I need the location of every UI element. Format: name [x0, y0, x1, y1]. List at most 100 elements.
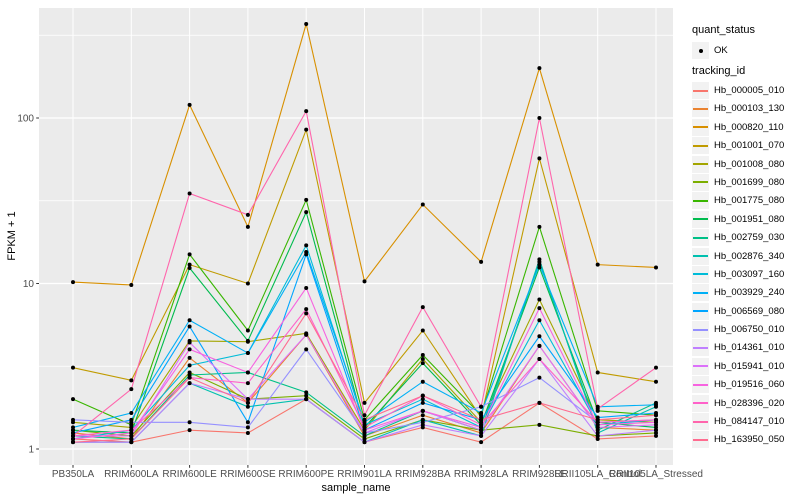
- line-swatch: [693, 163, 708, 166]
- data-point: [187, 428, 192, 433]
- data-point: [479, 417, 484, 422]
- data-point: [420, 352, 425, 357]
- line-swatch-key: [692, 173, 709, 191]
- line-swatch-key: [692, 210, 709, 228]
- data-point: [129, 282, 134, 287]
- line-swatch: [693, 291, 708, 294]
- data-point: [595, 433, 600, 438]
- data-point: [71, 440, 75, 445]
- data-point: [537, 66, 542, 71]
- data-point: [595, 436, 600, 441]
- data-point: [595, 417, 600, 422]
- legend-entry-Hb_001008_080: Hb_001008_080: [692, 155, 784, 173]
- data-point: [654, 379, 658, 384]
- data-point: [304, 210, 309, 215]
- tracking-legend-entries: Hb_000005_010 Hb_000103_130 Hb_000820_110 H…: [692, 82, 785, 449]
- data-point: [71, 280, 75, 285]
- data-point: [187, 375, 192, 380]
- point-icon: [698, 48, 703, 53]
- x-tick-label: RRIM901LA: [337, 469, 392, 480]
- data-point: [362, 400, 367, 405]
- data-point: [304, 311, 309, 316]
- x-tick-label: RRII105LA_Control: [554, 469, 641, 480]
- data-point: [187, 102, 192, 107]
- ok-point-key: [692, 42, 709, 59]
- data-point: [71, 397, 75, 402]
- data-point: [362, 440, 367, 445]
- legend-entry-Hb_019516_060: Hb_019516_060: [692, 376, 784, 394]
- line-swatch-key: [692, 118, 709, 136]
- line-swatch: [693, 383, 708, 386]
- data-point: [187, 340, 192, 345]
- line-swatch-key: [692, 321, 709, 339]
- line-swatch-key: [692, 413, 709, 431]
- data-point: [362, 413, 367, 418]
- data-point: [362, 430, 367, 435]
- line-swatch: [693, 328, 708, 331]
- data-point: [362, 279, 367, 284]
- data-point: [537, 306, 542, 311]
- data-point: [129, 428, 134, 433]
- legend-label: Hb_014361_010: [714, 342, 785, 354]
- data-point: [245, 400, 250, 405]
- data-point: [479, 411, 484, 416]
- data-point: [245, 397, 250, 402]
- x-tick-label: RRIM600SE: [220, 469, 276, 480]
- line-swatch: [693, 181, 708, 184]
- data-point: [245, 425, 250, 430]
- data-point: [537, 375, 542, 380]
- data-point: [187, 420, 192, 425]
- line-swatch-key: [692, 431, 709, 449]
- data-point: [187, 381, 192, 386]
- legend-label: Hb_163950_050: [714, 434, 785, 446]
- line-swatch-key: [692, 100, 709, 118]
- data-point: [420, 305, 425, 310]
- data-point: [129, 420, 134, 425]
- data-point: [245, 338, 250, 343]
- line-swatch: [693, 218, 708, 221]
- legend-label: Hb_084147_010: [714, 416, 785, 428]
- data-point: [537, 265, 542, 270]
- data-point: [479, 440, 484, 445]
- line-swatch-key: [692, 339, 709, 357]
- data-point: [420, 361, 425, 366]
- legend-entry-Hb_003929_240: Hb_003929_240: [692, 284, 784, 302]
- data-point: [304, 332, 309, 337]
- legend-entry-Hb_084147_010: Hb_084147_010: [692, 413, 785, 431]
- data-point: [362, 417, 367, 422]
- data-point: [304, 397, 309, 402]
- data-point: [187, 355, 192, 360]
- data-point: [304, 307, 309, 312]
- legend-label: Hb_006569_080: [714, 305, 785, 317]
- data-point: [420, 400, 425, 405]
- x-tick-label: RRIM928BA: [395, 469, 451, 480]
- data-point: [71, 433, 75, 438]
- data-point: [304, 285, 309, 290]
- line-swatch-key: [692, 192, 709, 210]
- line-swatch-key: [692, 155, 709, 173]
- data-point: [537, 318, 542, 323]
- data-point: [595, 430, 600, 435]
- legend-label-ok: OK: [714, 45, 728, 56]
- legend-label: Hb_001951_080: [714, 213, 785, 225]
- plot-layers: PB350LA RRIM600LA RRIM600LE RRIM600SE RRIM60…: [17, 8, 703, 480]
- data-point: [654, 365, 658, 370]
- line-swatch: [693, 273, 708, 276]
- data-point: [71, 417, 75, 422]
- data-point: [245, 381, 250, 386]
- data-point: [187, 191, 192, 196]
- legend-label: Hb_000103_130: [714, 103, 785, 115]
- data-point: [129, 430, 134, 435]
- line-swatch: [693, 126, 708, 129]
- legend-entry-Hb_000103_130: Hb_000103_130: [692, 100, 785, 118]
- legend-entry-Hb_001951_080: Hb_001951_080: [692, 210, 785, 228]
- data-point: [654, 402, 658, 407]
- data-point: [420, 202, 425, 207]
- legend-entry-Hb_001699_080: Hb_001699_080: [692, 173, 784, 191]
- line-swatch: [693, 438, 708, 441]
- line-swatch-key: [692, 265, 709, 283]
- data-point: [537, 334, 542, 339]
- data-point: [420, 379, 425, 384]
- data-point: [304, 243, 309, 248]
